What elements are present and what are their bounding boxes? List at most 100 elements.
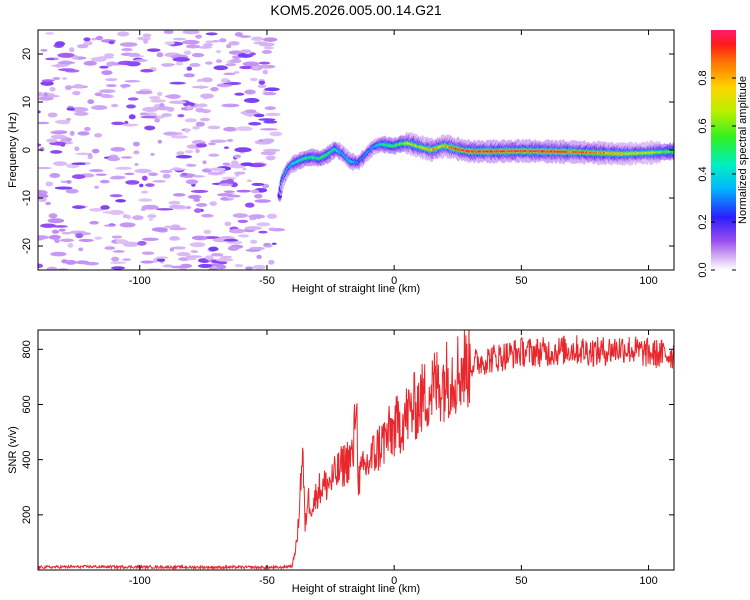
spectrogram-noise-blob (164, 41, 176, 45)
spectrogram-noise-blob (38, 96, 54, 101)
spectrogram-xtick-label: 100 (639, 275, 657, 287)
spectrogram-noise-blob (204, 236, 220, 239)
spectrogram-noise-blob (102, 211, 120, 214)
spectrogram-noise-blob (215, 59, 222, 64)
spectrogram-noise-blob (95, 35, 104, 41)
spectrogram-ytick-label: -10 (21, 190, 33, 206)
spectrogram-noise-blob (121, 47, 133, 52)
spectrogram-xtick-label: -50 (259, 275, 275, 287)
spectrogram-noise-blob (94, 236, 103, 240)
spectrogram-noise-blob (168, 100, 187, 105)
spectrogram-noise-blob (263, 242, 271, 246)
spectrogram-noise-blob (233, 171, 246, 175)
spectrogram-noise-blob (201, 77, 213, 83)
spectrogram-noise-blob (100, 205, 110, 210)
spectrogram-noise-blob (224, 221, 232, 227)
spectrogram-noise-blob (192, 175, 205, 178)
spectrogram-noise-blob (181, 172, 188, 176)
spectrogram-noise-blob (38, 110, 41, 114)
spectrogram-noise-blob (208, 267, 219, 270)
spectrogram-noise-blob (135, 90, 153, 95)
snr-y-axis: 200 400 600 800 (21, 340, 674, 524)
spectrogram-noise-blob (223, 126, 238, 132)
spectrogram-noise-blob (122, 258, 132, 262)
spectrogram-noise-blob (65, 259, 77, 265)
spectrogram-noise-blob (157, 139, 163, 144)
spectrogram-noise-blob (38, 166, 52, 170)
spectrogram-noise-blob (166, 107, 175, 112)
spectrogram-noise-blob (216, 264, 227, 270)
spectrogram-noise-blob (132, 215, 144, 221)
spectrogram-noise-blob (142, 237, 159, 241)
spectrogram-noise-blob (263, 46, 275, 50)
spectrogram-noise-blob (38, 143, 42, 147)
spectrogram-noise-blob (242, 167, 247, 171)
spectrogram-noise-blob (122, 213, 129, 219)
spectrogram-noise-blob (78, 247, 84, 252)
spectrogram-noise-blob (175, 154, 193, 159)
spectrogram-noise-blob (209, 167, 226, 172)
spectrogram-noise-blob (144, 125, 156, 131)
spectrogram-noise-blob (126, 104, 136, 109)
spectrogram-noise-blob (138, 198, 153, 202)
spectrogram-noise-blob (148, 172, 158, 177)
spectrogram-noise-blob (99, 89, 116, 94)
spectrogram-noise-blob (249, 77, 258, 82)
spectrogram-noise-blob (73, 111, 89, 116)
spectrogram-noise-blob (239, 65, 254, 70)
spectrogram-noise-blob (195, 107, 205, 113)
snr-ytick-label: 400 (21, 450, 33, 468)
spectrogram-noise-blob (75, 152, 92, 156)
spectrogram-noise-blob (78, 238, 94, 242)
spectrogram-noise-blob (204, 255, 214, 260)
spectrogram-noise-blob (150, 99, 166, 103)
spectrogram-noise-blob (221, 176, 237, 181)
spectrogram-noise-blob (143, 38, 149, 44)
spectrogram-noise-blob (225, 63, 237, 67)
colorbar-tick-label: 0.6 (697, 118, 709, 133)
spectrogram-noise-blob (232, 213, 248, 218)
spectrogram-noise-blob (51, 229, 60, 234)
spectrogram-noise-blob (172, 57, 190, 62)
spectrogram-noise-blob (109, 261, 127, 265)
spectrogram-noise-blob (95, 173, 107, 176)
spectrogram-noise-blob (125, 61, 141, 67)
spectrogram-noise-blob (269, 131, 283, 137)
spectrogram-noise-blob (47, 112, 58, 118)
spectrogram-noise-blob (111, 256, 120, 262)
spectrogram-noise-blob (267, 157, 275, 161)
spectrogram-noise-blob (230, 160, 239, 166)
spectrogram-noise-blob (210, 86, 219, 92)
spectrogram-noise-blob (168, 200, 181, 205)
spectrogram-noise-blob (175, 61, 184, 66)
spectrogram-noise-blob (47, 94, 60, 98)
spectrogram-ridge-cell (671, 150, 674, 153)
spectrogram-noise-blob (205, 40, 214, 44)
spectrogram-noise-blob (159, 169, 173, 174)
spectrogram-noise-blob (186, 206, 191, 209)
spectrogram-noise-blob (134, 168, 152, 174)
spectrogram-noise-blob (65, 188, 79, 194)
spectrogram-noise-blob (152, 180, 166, 183)
spectrogram-noise-blob (146, 48, 161, 52)
spectrogram-noise-blob (189, 62, 201, 68)
spectrogram-noise-blob (169, 247, 175, 252)
spectrogram-noise-blob (169, 168, 187, 171)
spectrogram-noise-blob (161, 113, 172, 117)
spectrogram-noise-blob (115, 199, 127, 203)
spectrogram-noise-blob (109, 194, 123, 198)
spectrogram-noise-blob (215, 49, 222, 54)
spectrogram-noise-blob (48, 234, 61, 240)
spectrogram-noise-blob (105, 84, 117, 88)
spectrogram-noise-blob (141, 204, 159, 210)
spectrogram-noise-blob (185, 44, 201, 49)
spectrogram-noise-blob (46, 138, 58, 143)
spectrogram-noise-blob (177, 114, 185, 118)
spectrogram-ytick-label: 0 (21, 147, 33, 153)
spectrogram-noise-blob (83, 126, 91, 132)
spectrogram-noise-blob (256, 222, 271, 227)
spectrogram-noise-blob (100, 93, 113, 98)
spectrogram-noise-blob (226, 80, 231, 83)
